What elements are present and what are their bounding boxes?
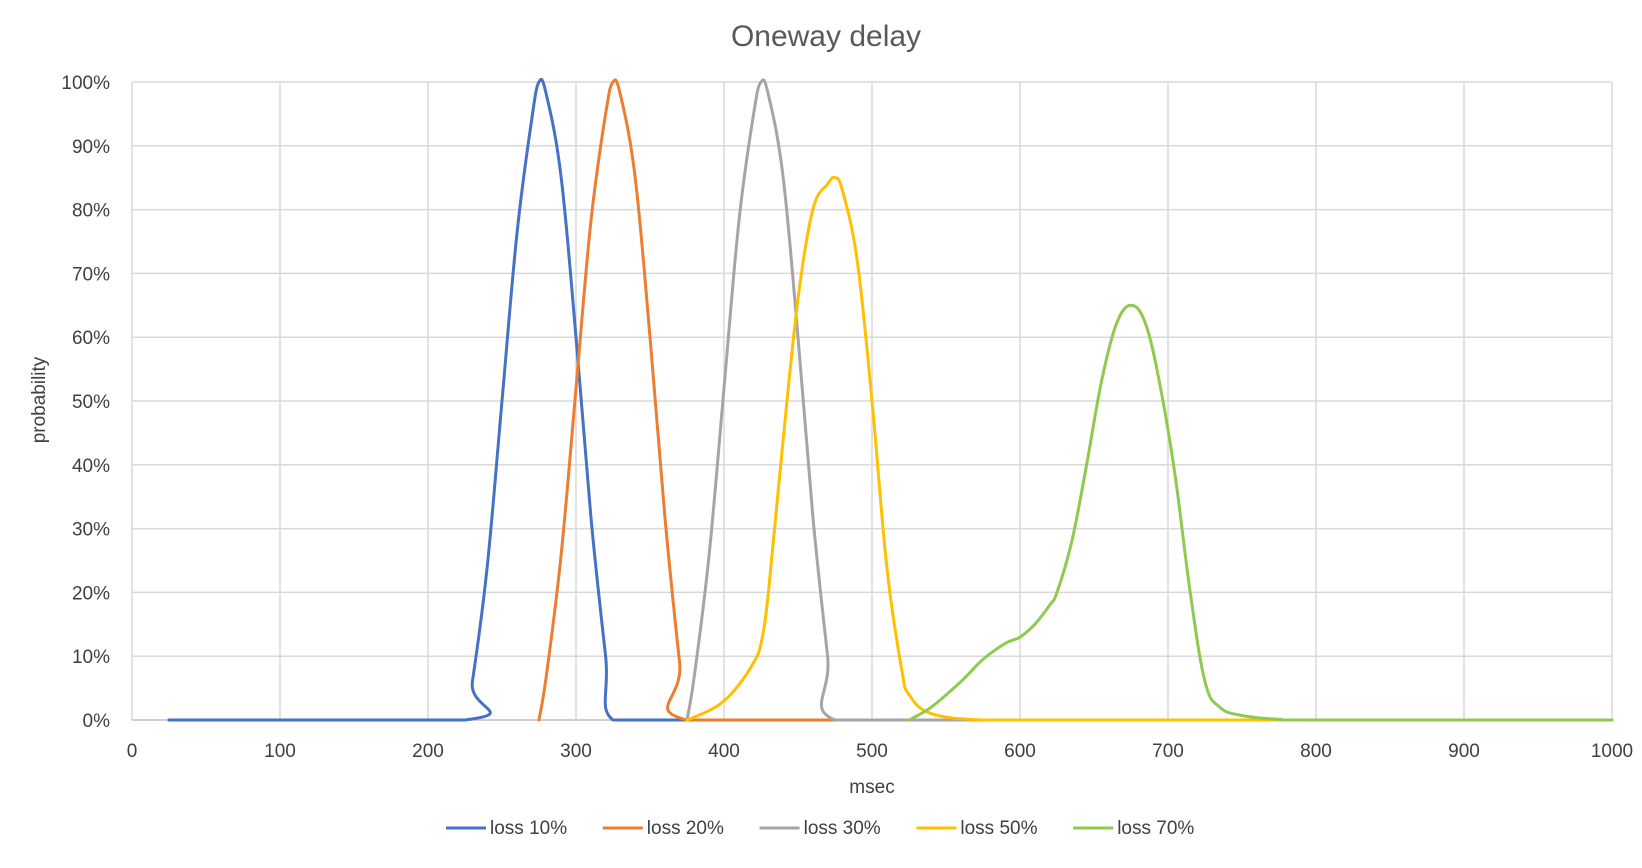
legend-item: loss 30% xyxy=(759,818,881,839)
x-tick-label: 100 xyxy=(264,741,296,762)
series-line-loss-70 xyxy=(907,303,1614,722)
x-axis-label: msec xyxy=(849,777,894,798)
y-axis-label: probability xyxy=(29,356,50,443)
y-tick-label: 60% xyxy=(72,328,110,349)
x-tick-label: 1000 xyxy=(1591,741,1633,762)
y-tick-label: 50% xyxy=(72,392,110,413)
legend-label: loss 20% xyxy=(647,818,724,839)
legend-item: loss 50% xyxy=(916,818,1038,839)
y-tick-label: 70% xyxy=(72,264,110,285)
legend-item: loss 20% xyxy=(602,818,724,839)
x-tick-label: 200 xyxy=(412,741,444,762)
series-line-loss-30 xyxy=(685,78,1614,722)
legend-label: loss 10% xyxy=(490,818,567,839)
y-tick-label: 20% xyxy=(72,583,110,604)
tick-labels: 0% 10% 20% 30% 40% 50% 60% 70% 80% 90% 100% 0 100 200… xyxy=(61,73,1633,762)
legend-item: loss 70% xyxy=(1073,818,1194,839)
x-tick-label: 500 xyxy=(856,741,888,762)
x-tick-label: 700 xyxy=(1152,741,1184,762)
x-tick-label: 600 xyxy=(1004,741,1036,762)
legend: loss 10% loss 20% loss 30% loss 50% loss 70% xyxy=(446,818,1194,839)
series-line-loss-10 xyxy=(167,77,1614,722)
y-tick-label: 80% xyxy=(72,201,110,222)
series-line-loss-20 xyxy=(537,78,911,722)
x-tick-label: 0 xyxy=(127,741,138,762)
x-tick-label: 900 xyxy=(1448,741,1480,762)
y-tick-label: 90% xyxy=(72,137,110,158)
legend-label: loss 30% xyxy=(804,818,881,839)
legend-item: loss 10% xyxy=(446,818,567,839)
x-tick-label: 300 xyxy=(560,741,592,762)
x-tick-label: 800 xyxy=(1300,741,1332,762)
y-tick-label: 30% xyxy=(72,520,110,541)
chart-title: Oneway delay xyxy=(731,20,921,53)
x-tick-label: 400 xyxy=(708,741,740,762)
legend-label: loss 50% xyxy=(960,818,1037,839)
series-line-loss-50 xyxy=(685,175,1614,722)
series-group xyxy=(167,77,1614,722)
y-tick-label: 40% xyxy=(72,456,110,477)
legend-label: loss 70% xyxy=(1117,818,1194,839)
y-tick-label: 0% xyxy=(83,711,111,732)
y-tick-label: 100% xyxy=(61,73,110,94)
y-tick-label: 10% xyxy=(72,647,110,668)
